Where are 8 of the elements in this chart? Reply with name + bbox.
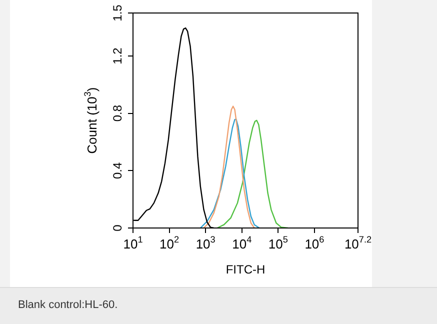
y-tick-label: 0 xyxy=(110,224,124,232)
y-axis-title: Count (103) xyxy=(82,87,100,154)
y-tick-label: 1.2 xyxy=(110,47,124,64)
y-tick-label: 1.5 xyxy=(110,4,124,22)
text: Blank control:HL-60. xyxy=(18,299,118,311)
y-tick-label: 0.4 xyxy=(110,162,124,180)
y-tick-label: 0.8 xyxy=(110,104,124,122)
x-axis-title: FITC-H xyxy=(226,262,266,276)
